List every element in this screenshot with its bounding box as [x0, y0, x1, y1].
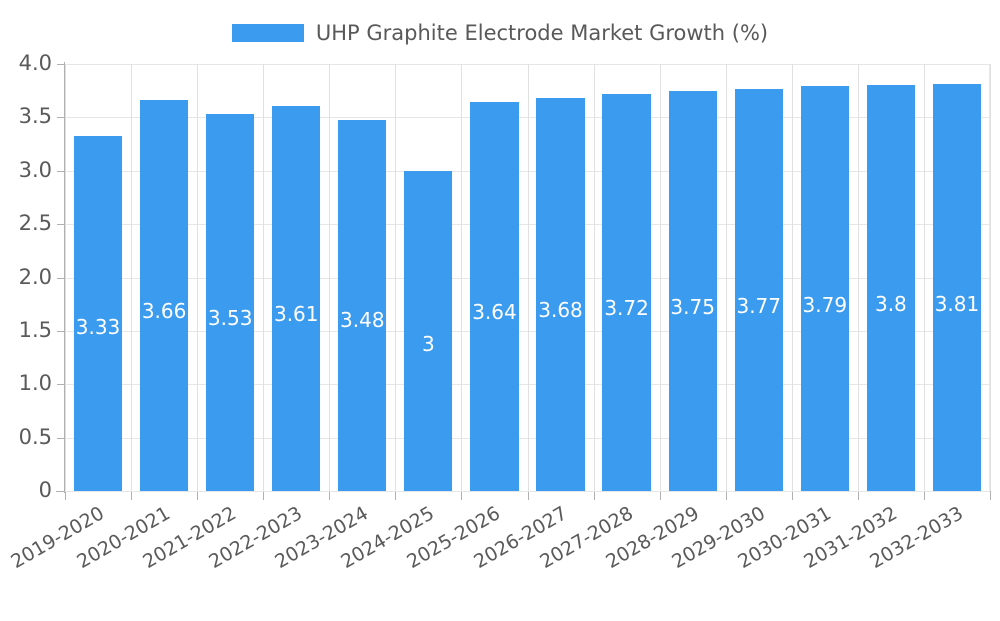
- gridline-vertical: [263, 64, 264, 491]
- y-axis-tick-mark: [57, 224, 65, 226]
- legend-label: UHP Graphite Electrode Market Growth (%): [315, 20, 769, 45]
- x-axis-tick-mark: [594, 492, 595, 500]
- y-axis: 0 0.5 1.0 1.5 2.0 2.5 3.0 3.5 4.0: [18, 51, 65, 502]
- x-axis-tick-mark: [65, 492, 66, 500]
- bar[interactable]: [866, 85, 915, 491]
- y-axis-tick-mark: [57, 170, 65, 172]
- gridline-horizontal: [65, 437, 990, 439]
- x-axis-tick-mark: [726, 492, 727, 500]
- x-axis-tick-mark: [329, 492, 330, 500]
- bar[interactable]: [206, 114, 255, 491]
- y-axis-tick-mark: [57, 277, 65, 279]
- plot-right-border: [989, 64, 990, 491]
- bar[interactable]: [932, 84, 982, 491]
- y-axis-tick-mark: [57, 64, 65, 65]
- y-axis-tick-mark: [57, 437, 65, 439]
- gridline-vertical: [528, 64, 529, 491]
- y-axis-tick-label: 0: [38, 478, 52, 502]
- y-axis-tick-label: 1.5: [18, 317, 52, 342]
- gridline-vertical: [65, 64, 66, 491]
- x-axis-tick-mark: [197, 492, 198, 500]
- x-axis-tick-mark: [858, 492, 859, 500]
- y-axis-tick-label: 1.0: [18, 371, 52, 396]
- y-axis-tick-mark: [57, 330, 65, 332]
- x-axis-tick-mark: [660, 492, 661, 500]
- y-axis-tick-label: 0.5: [18, 424, 52, 449]
- plot-area: 3.33 3.66 3.53 3.61 3.48 3 3.64 3.68 3.72 3.75 3.7…: [65, 64, 991, 492]
- gridline-vertical: [395, 64, 396, 491]
- bar[interactable]: [602, 93, 651, 491]
- gridline-vertical: [990, 64, 991, 491]
- bar[interactable]: [272, 105, 321, 491]
- bar[interactable]: [73, 135, 123, 491]
- gridline-vertical: [792, 64, 793, 491]
- bar[interactable]: [536, 98, 585, 491]
- x-axis-tick-mark: [528, 492, 529, 500]
- bar[interactable]: [404, 170, 453, 491]
- x-axis-tick-mark: [263, 492, 264, 500]
- gridline-vertical: [858, 64, 859, 491]
- bar[interactable]: [338, 119, 387, 491]
- gridline-vertical: [131, 64, 132, 491]
- bar[interactable]: [800, 86, 849, 491]
- gridline-horizontal: [65, 330, 990, 332]
- gridline-vertical: [660, 64, 661, 491]
- bar[interactable]: [668, 90, 717, 491]
- gridline-vertical: [924, 64, 925, 491]
- bar-chart: UHP Graphite Electrode Market Growth (%)…: [0, 18, 1000, 573]
- gridline-horizontal: [65, 117, 990, 119]
- chart-legend: UHP Graphite Electrode Market Growth (%): [0, 18, 1000, 48]
- gridline-vertical: [329, 64, 330, 491]
- gridline-horizontal: [65, 491, 990, 492]
- gridline-vertical: [197, 64, 198, 491]
- y-axis-tick-mark: [57, 384, 65, 386]
- x-axis-tick-mark: [461, 492, 462, 500]
- gridline-horizontal: [65, 277, 990, 279]
- y-axis-line: [64, 62, 65, 493]
- gridline-vertical: [461, 64, 462, 491]
- gridline-horizontal: [65, 64, 990, 65]
- x-axis-tick-mark: [395, 492, 396, 500]
- y-axis-tick-mark: [57, 117, 65, 119]
- gridline-horizontal: [65, 170, 990, 172]
- y-axis-tick-label: 3.0: [18, 157, 52, 182]
- x-axis-tick-mark: [792, 492, 793, 500]
- bar[interactable]: [470, 102, 519, 491]
- gridline-horizontal: [65, 224, 990, 226]
- gridline-vertical: [594, 64, 595, 491]
- gridline-vertical: [726, 64, 727, 491]
- y-axis-tick-label: 3.5: [18, 104, 52, 129]
- y-axis-tick-label: 2.5: [18, 211, 52, 236]
- gridline-horizontal: [65, 384, 990, 386]
- x-axis-tick-mark: [990, 492, 991, 500]
- y-axis-tick-label: 4.0: [18, 51, 52, 75]
- x-axis-tick-mark: [924, 492, 925, 500]
- legend-color-swatch: [231, 24, 304, 42]
- bar[interactable]: [734, 88, 783, 491]
- x-axis-tick-mark: [131, 492, 132, 500]
- bar[interactable]: [139, 100, 189, 491]
- y-axis-tick-label: 2.0: [18, 264, 52, 289]
